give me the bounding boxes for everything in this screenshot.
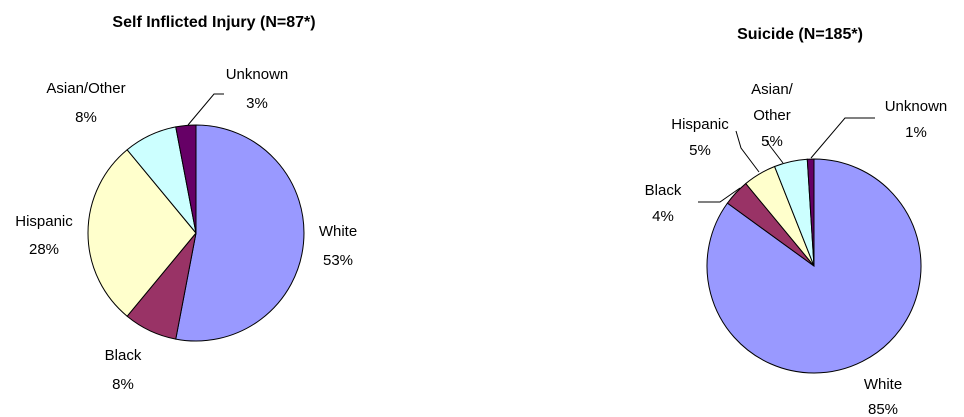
slice-label-value: 1% xyxy=(905,124,927,141)
slice-label-name: Unknown xyxy=(885,98,948,115)
pie-slice-white xyxy=(706,158,922,374)
slice-label-name: Unknown xyxy=(226,66,289,83)
pie-slices xyxy=(87,124,305,342)
pie-slice-white xyxy=(175,124,305,342)
slice-label-value: 5% xyxy=(761,133,783,150)
slice-label-asian-other: Asian/Other 5% xyxy=(751,81,794,150)
chart-title: Suicide (N=185*) xyxy=(737,26,863,43)
slice-label-value: 28% xyxy=(29,241,59,258)
slice-label-white: White 53% xyxy=(319,223,357,269)
chart-suicide: Suicide (N=185*) White 85% Black 4% Hisp… xyxy=(645,26,948,417)
leader-line-hispanic xyxy=(735,130,760,173)
chart-title: Self Inflicted Injury (N=87*) xyxy=(112,14,315,31)
slice-label-black: Black 8% xyxy=(105,347,142,393)
slice-label-value: 3% xyxy=(246,95,268,112)
pie-slice-unknown xyxy=(806,158,815,267)
slice-label-value: 53% xyxy=(323,252,353,269)
pie-slice-unknown xyxy=(175,124,197,234)
slice-label-name: Hispanic xyxy=(15,213,73,230)
slice-label-unknown: Unknown 3% xyxy=(226,66,289,112)
slice-label-value: 8% xyxy=(112,376,134,393)
pie-slices xyxy=(706,158,922,374)
slice-label-name: Asian/Other xyxy=(46,80,125,97)
slice-label-black: Black 4% xyxy=(645,182,682,225)
chart-self-inflicted-injury: Self Inflicted Injury (N=87*) White 53% … xyxy=(15,14,357,393)
slice-label-hispanic: Hispanic 28% xyxy=(15,213,73,258)
slice-label-value: 5% xyxy=(689,142,711,159)
leader-line-black xyxy=(698,187,741,203)
leader-line-asian-other xyxy=(765,139,784,164)
slice-label-value: 8% xyxy=(75,109,97,126)
slice-label-hispanic: Hispanic 5% xyxy=(671,116,729,159)
slice-label-white: White 85% xyxy=(864,376,902,417)
slice-label-name: White xyxy=(864,376,902,393)
slice-label-name: White xyxy=(319,223,357,240)
slice-label-unknown: Unknown 1% xyxy=(885,98,948,141)
leader-line-unknown xyxy=(187,93,224,126)
pie-slice-hispanic xyxy=(87,149,197,317)
slice-label-value: 85% xyxy=(868,401,898,417)
slice-label-name: Asian/Other xyxy=(751,81,794,124)
slice-label-name: Hispanic xyxy=(671,116,729,133)
leader-line-unknown xyxy=(810,117,875,159)
slice-label-name: Black xyxy=(645,182,682,199)
slice-label-asian-other: Asian/Other 8% xyxy=(46,80,125,126)
slice-label-value: 4% xyxy=(652,208,674,225)
slice-label-name: Black xyxy=(105,347,142,364)
